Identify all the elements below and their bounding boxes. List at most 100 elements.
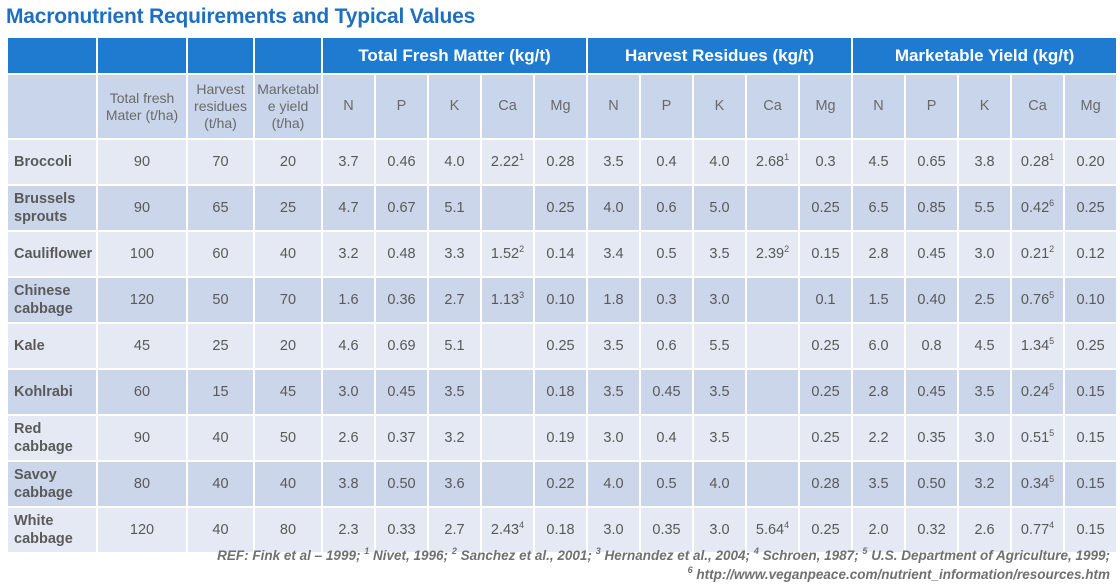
column-header-row: Total fresh Mater (t/ha) Harvest residues…	[6, 73, 1119, 140]
row-label: White cabbage	[6, 506, 98, 554]
cell: 1.8	[586, 276, 642, 324]
cell: 0.65	[904, 138, 960, 186]
cell: 3.0	[957, 230, 1013, 278]
nutrient-header: Ca	[480, 73, 535, 140]
empty-cell	[480, 368, 535, 416]
table-body: Broccoli 90 70 20 3.7 0.46 4.0 2.221 0.28 3.5 0.4 4…	[6, 138, 1119, 554]
nutrient-header: K	[427, 73, 482, 140]
nutrient-header: N	[851, 73, 907, 140]
cell: 0.426	[1010, 184, 1066, 232]
cell: 120	[96, 506, 188, 554]
footnote-mark: 1	[1049, 151, 1055, 162]
cell: 0.25	[798, 414, 854, 462]
cell: 0.22	[532, 460, 589, 508]
cell: 3.3	[427, 230, 482, 278]
reference-text: http://www.veganpeace.com/nutrient_infor…	[696, 567, 1110, 582]
cell: 0.345	[1010, 460, 1066, 508]
footnote-mark: 2	[519, 243, 525, 254]
cell-value: 0.21	[1020, 245, 1050, 262]
cell: 4.0	[692, 138, 748, 186]
cell: 2.0	[851, 506, 907, 554]
cell: 0.25	[532, 184, 589, 232]
cell-value: 2.43	[490, 521, 520, 538]
cell-value: 1.13	[490, 291, 520, 308]
cell: 90	[96, 138, 188, 186]
title: Macronutrient Requirements and Typical V…	[6, 5, 476, 28]
cell: 2.221	[480, 138, 535, 186]
reference-mark: 3	[595, 546, 601, 556]
cell: 100	[96, 230, 188, 278]
empty-cell	[745, 322, 801, 370]
cell: 120	[96, 276, 188, 324]
footnote-mark: 5	[1049, 381, 1055, 392]
data-row: Savoy cabbage 80 40 40 3.8 0.50 3.6 0.22 4.0 0.5 4…	[6, 460, 1119, 508]
data-row: Chinese cabbage 120 50 70 1.6 0.36 2.7 1.133 0.1…	[6, 276, 1119, 324]
cell: 0.28	[532, 138, 589, 186]
footnote-mark: 2	[1049, 243, 1055, 254]
cell: 3.0	[692, 276, 748, 324]
nutrient-header: Mg	[1063, 73, 1119, 140]
cell: 2.8	[851, 230, 907, 278]
cell: 4.0	[586, 460, 642, 508]
cell: 4.0	[427, 138, 482, 186]
cell: 50	[186, 276, 255, 324]
cell-value: 0.76	[1020, 291, 1050, 308]
cell: 0.28	[798, 460, 854, 508]
footnote-mark: 4	[784, 519, 790, 530]
cell: 6.5	[851, 184, 907, 232]
cell: 0.10	[532, 276, 589, 324]
nutrient-header: N	[321, 73, 376, 140]
cell: 3.5	[427, 368, 482, 416]
cell: 3.0	[586, 506, 642, 554]
references: REF: Fink et al – 1999; 1 Nivet, 1996; 2…	[10, 546, 1110, 584]
cell: 5.5	[957, 184, 1013, 232]
group-header: Marketable Yield (kg/t)	[851, 36, 1119, 75]
cell: 0.8	[904, 322, 960, 370]
cell: 0.245	[1010, 368, 1066, 416]
cell: 3.5	[692, 368, 748, 416]
cell: 0.5	[639, 460, 695, 508]
cell: 3.2	[321, 230, 376, 278]
cell: 80	[253, 506, 323, 554]
cell: 5.5	[692, 322, 748, 370]
cell: 60	[96, 368, 188, 416]
footnote-mark: 2	[784, 243, 790, 254]
cell: 0.6	[639, 322, 695, 370]
cell: 3.5	[586, 322, 642, 370]
cell: 15	[186, 368, 255, 416]
cell: 2.7	[427, 276, 482, 324]
reference-text: Nivet, 1996;	[373, 548, 449, 563]
data-row: Broccoli 90 70 20 3.7 0.46 4.0 2.221 0.28 3.5 0.4 4…	[6, 138, 1119, 186]
cell: 25	[186, 322, 255, 370]
nutrient-table: Total Fresh Matter (kg/t) Harvest Residue…	[6, 36, 1119, 554]
cell: 0.14	[532, 230, 589, 278]
reference-mark: 1	[364, 546, 370, 556]
cell: 0.25	[798, 184, 854, 232]
cell: 4.0	[692, 460, 748, 508]
cell: 25	[253, 184, 323, 232]
cell: 5.644	[745, 506, 801, 554]
cell: 1.133	[480, 276, 535, 324]
cell-value: 0.34	[1020, 475, 1050, 492]
row-label: Broccoli	[6, 138, 98, 186]
data-row: Cauliflower 100 60 40 3.2 0.48 3.3 1.522 0.14 3.4…	[6, 230, 1119, 278]
footnote-mark: 1	[519, 151, 525, 162]
cell: 3.5	[692, 414, 748, 462]
cell: 0.45	[374, 368, 429, 416]
nutrient-header: P	[904, 73, 960, 140]
empty-header-cell	[186, 36, 255, 75]
nutrient-header: K	[957, 73, 1013, 140]
reference-text: U.S. Department of Agriculture, 1999;	[871, 548, 1110, 563]
cell: 0.69	[374, 322, 429, 370]
footnote-mark: 1	[784, 151, 790, 162]
cell: 0.50	[374, 460, 429, 508]
cell: 65	[186, 184, 255, 232]
nutrient-header: K	[692, 73, 748, 140]
data-row: Kohlrabi 60 15 45 3.0 0.45 3.5 0.18 3.5 0.45 3.5 0.…	[6, 368, 1119, 416]
cell: 5.0	[692, 184, 748, 232]
cell: 3.5	[586, 368, 642, 416]
cell-value: 1.52	[490, 245, 520, 262]
reference-text: Schroen, 1987;	[762, 548, 859, 563]
cell: 3.4	[586, 230, 642, 278]
cell: 2.2	[851, 414, 907, 462]
